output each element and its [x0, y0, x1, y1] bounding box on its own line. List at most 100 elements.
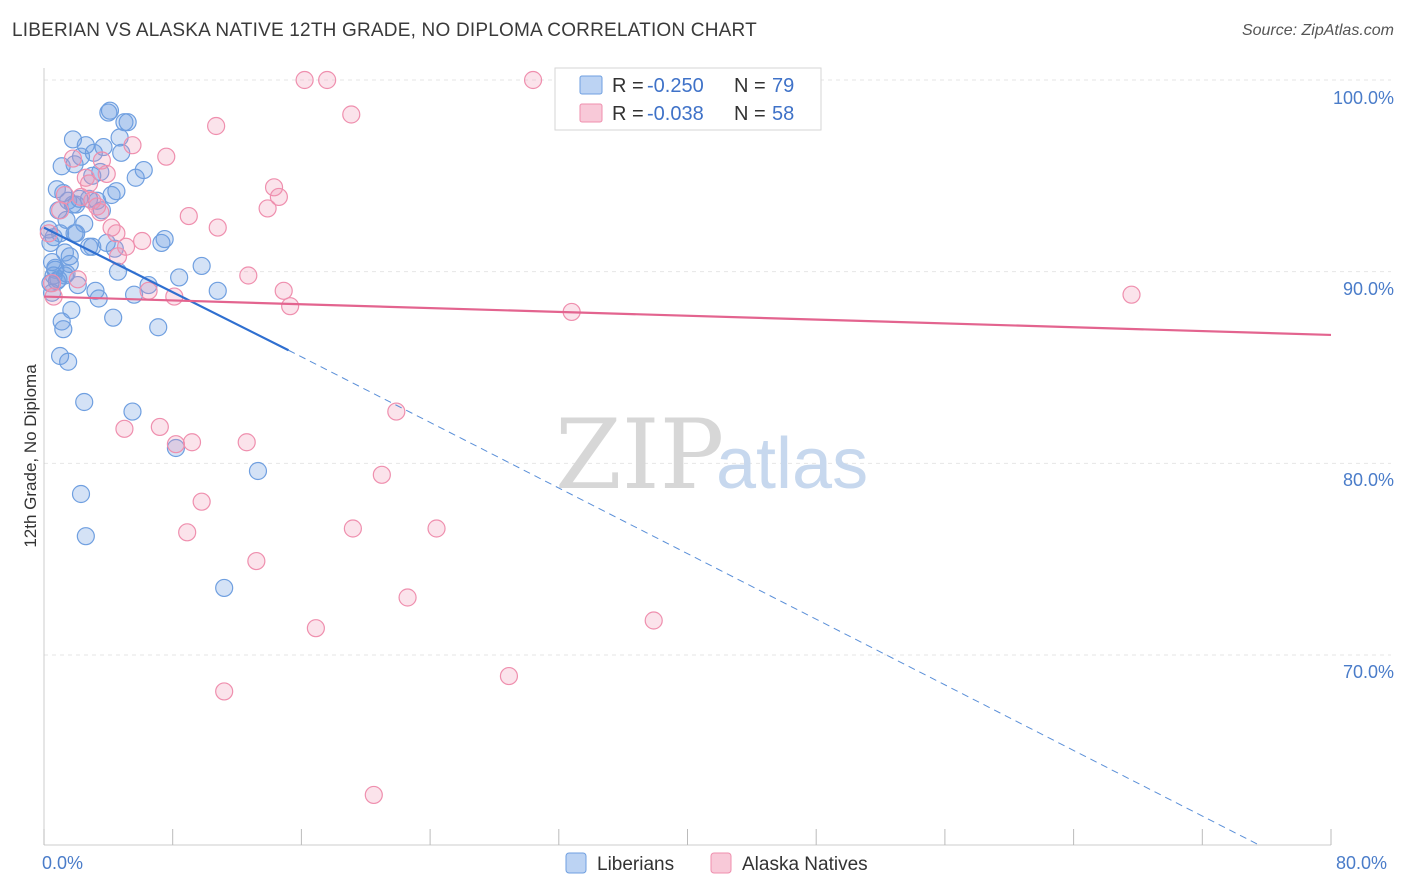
point-liberians	[208, 281, 227, 300]
legend-r-label: R =	[612, 75, 644, 97]
point-alaska-natives	[239, 266, 258, 285]
trend-line-alaska-natives	[43, 295, 1332, 337]
source-label: Source: ZipAtlas.com	[1241, 22, 1394, 39]
point-alaska-natives	[342, 105, 361, 124]
point-liberians	[71, 484, 91, 504]
point-alaska-natives	[499, 666, 519, 686]
point-alaska-natives	[178, 523, 197, 542]
point-liberians	[123, 402, 142, 421]
point-liberians	[68, 275, 87, 295]
y-tick-label-90: 90.0%	[1343, 279, 1394, 299]
point-alaska-natives	[274, 281, 293, 300]
point-alaska-natives	[427, 519, 446, 538]
point-liberians	[67, 224, 86, 243]
legend-n-value-alaska-natives: 58	[772, 103, 794, 125]
point-liberians	[75, 392, 94, 412]
point-alaska-natives	[133, 231, 152, 251]
point-liberians	[104, 308, 123, 327]
legend-n-label: N =	[734, 103, 766, 125]
y-tick-label-100: 100.0%	[1333, 88, 1394, 108]
point-alaska-natives	[116, 237, 136, 256]
point-alaska-natives	[318, 70, 337, 90]
point-alaska-natives	[182, 433, 202, 452]
watermark-zip: ZIP	[555, 399, 724, 511]
point-alaska-natives	[157, 147, 176, 166]
point-liberians	[94, 137, 113, 157]
point-liberians	[59, 352, 78, 371]
point-liberians	[100, 101, 120, 120]
point-alaska-natives	[1122, 285, 1141, 304]
point-alaska-natives	[107, 224, 126, 243]
point-alaska-natives	[63, 149, 83, 168]
point-alaska-natives	[87, 197, 107, 216]
point-alaska-natives	[179, 206, 198, 226]
point-alaska-natives	[150, 417, 169, 437]
point-alaska-natives	[42, 274, 62, 293]
point-alaska-natives	[398, 588, 417, 607]
point-liberians	[57, 210, 76, 230]
point-alaska-natives	[102, 218, 121, 237]
legend-n-label: N =	[734, 75, 766, 97]
legend-swatch-alaska-natives	[579, 103, 603, 123]
point-liberians	[134, 160, 153, 180]
point-liberians	[76, 527, 95, 546]
point-alaska-natives	[269, 187, 288, 207]
point-liberians	[52, 312, 71, 331]
point-liberians	[170, 268, 189, 287]
point-alaska-natives	[215, 682, 234, 701]
point-alaska-natives	[50, 201, 70, 220]
x-tick-label-0: 0.0%	[42, 853, 83, 873]
point-alaska-natives	[306, 619, 325, 638]
point-liberians	[107, 182, 126, 201]
point-liberians	[192, 256, 211, 276]
point-alaska-natives	[281, 297, 300, 316]
point-liberians	[60, 254, 79, 274]
legend-r-label: R =	[612, 103, 644, 125]
bottom-legend-swatch-alaska-natives	[710, 852, 732, 874]
x-tick-label-80: 80.0%	[1336, 853, 1387, 873]
bottom-legend-label-liberians: Liberians	[597, 854, 674, 875]
point-liberians	[166, 438, 186, 458]
legend-r-value-liberians: -0.250	[647, 75, 704, 97]
point-liberians	[248, 461, 268, 481]
point-liberians	[215, 578, 234, 598]
point-alaska-natives	[55, 185, 75, 205]
y-tick-label-70: 70.0%	[1343, 662, 1394, 682]
point-alaska-natives	[139, 281, 158, 300]
y-axis-label: 12th Grade, No Diploma	[21, 364, 40, 548]
point-liberians	[60, 247, 79, 266]
point-alaska-natives	[97, 164, 116, 184]
point-alaska-natives	[258, 199, 277, 218]
point-alaska-natives	[295, 70, 314, 90]
point-liberians	[149, 318, 168, 337]
point-alaska-natives	[91, 203, 110, 222]
bottom-legend-swatch-liberians	[565, 852, 587, 874]
point-alaska-natives	[123, 136, 142, 155]
point-alaska-natives	[115, 419, 134, 438]
legend-n-value-liberians: 79	[772, 75, 794, 97]
point-alaska-natives	[343, 519, 362, 538]
x-tick-marks	[43, 829, 1332, 845]
point-alaska-natives	[264, 178, 284, 197]
point-alaska-natives	[79, 174, 99, 193]
watermark-atlas: atlas	[716, 424, 868, 504]
point-alaska-natives	[71, 187, 91, 207]
y-tick-label-80: 80.0%	[1343, 470, 1394, 490]
gridlines	[44, 79, 1391, 656]
point-alaska-natives	[166, 435, 186, 454]
point-alaska-natives	[372, 465, 391, 484]
trend-lines	[43, 226, 1332, 846]
point-liberians	[118, 113, 137, 132]
point-alaska-natives	[208, 218, 227, 237]
point-alaska-natives	[364, 785, 383, 805]
point-alaska-natives	[247, 551, 266, 571]
bottom-legend: Liberians Alaska Natives	[565, 852, 868, 875]
point-alaska-natives	[207, 116, 226, 136]
point-alaska-natives	[523, 70, 543, 90]
point-alaska-natives	[192, 492, 211, 511]
point-alaska-natives	[644, 611, 663, 630]
point-alaska-natives	[92, 151, 112, 170]
point-liberians	[155, 229, 174, 249]
legend-r-value-alaska-natives: -0.038	[647, 103, 704, 125]
